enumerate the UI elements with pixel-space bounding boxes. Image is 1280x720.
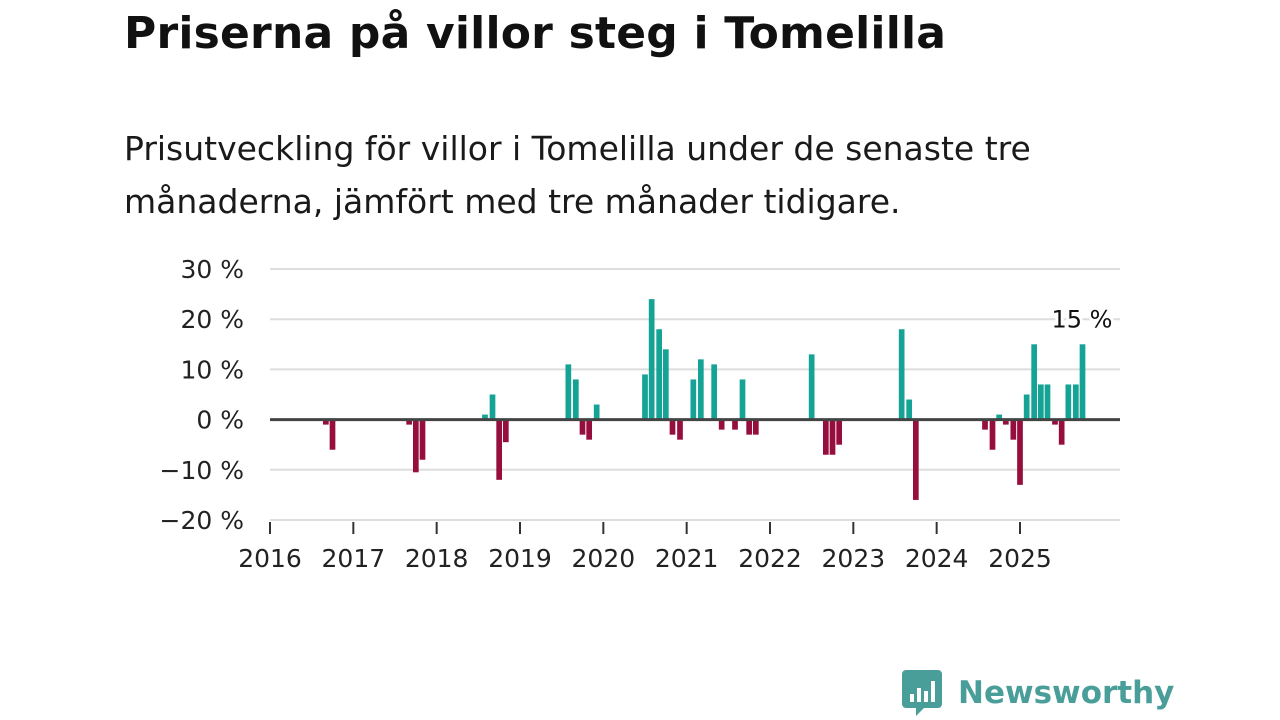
x-tick-label: 2017 bbox=[322, 544, 386, 573]
x-tick-label: 2021 bbox=[655, 544, 719, 573]
bar bbox=[752, 419, 759, 435]
bar bbox=[1010, 419, 1017, 440]
bar bbox=[489, 394, 496, 420]
x-tick-label: 2019 bbox=[488, 544, 552, 573]
y-tick-label: 0 % bbox=[196, 406, 244, 435]
bar bbox=[482, 414, 488, 420]
bar bbox=[808, 354, 815, 420]
bar bbox=[1017, 419, 1023, 485]
bar bbox=[829, 419, 836, 455]
bar bbox=[1058, 419, 1065, 445]
bar bbox=[322, 419, 329, 425]
bar bbox=[711, 364, 718, 420]
x-tick-label: 2016 bbox=[238, 544, 302, 573]
bar bbox=[662, 349, 669, 420]
bar bbox=[718, 419, 725, 430]
bar bbox=[677, 419, 683, 440]
y-axis: 30 % 20 % 10 % 0 % −10 % −20 % bbox=[160, 255, 244, 535]
gridlines bbox=[270, 268, 1120, 521]
x-tick-label: 2025 bbox=[988, 544, 1052, 573]
bar bbox=[1065, 384, 1072, 420]
bar bbox=[739, 379, 746, 420]
bar-chart: 30 %20 %10 %0 %−10 %−20 % 2016 2017 2018 20… bbox=[160, 255, 1120, 573]
bar bbox=[732, 419, 738, 430]
bar bbox=[996, 414, 1003, 420]
bar bbox=[697, 359, 704, 420]
bar bbox=[746, 419, 753, 435]
bar bbox=[579, 419, 586, 435]
bars bbox=[322, 299, 1086, 500]
bar bbox=[912, 419, 919, 500]
x-tick-label: 2022 bbox=[738, 544, 802, 573]
bar bbox=[1031, 344, 1038, 420]
bar bbox=[412, 419, 419, 473]
chart-subtitle: Prisutveckling för villor i Tomelilla un… bbox=[124, 129, 1031, 221]
newsworthy-logo-icon bbox=[902, 670, 942, 716]
bar bbox=[419, 419, 426, 460]
x-axis: 2016 2017 2018 2019 2020 2021 2022 2023 2024 2025 bbox=[238, 522, 1052, 573]
bar bbox=[982, 419, 988, 430]
bar bbox=[669, 419, 676, 435]
bar bbox=[586, 419, 593, 440]
bar bbox=[989, 419, 996, 450]
chart-title: Priserna på villor steg i Tomelilla bbox=[124, 8, 947, 59]
bar bbox=[1023, 394, 1030, 420]
bar bbox=[836, 419, 843, 445]
y-tick-label: 30 % bbox=[180, 255, 244, 284]
bar bbox=[656, 329, 663, 420]
bar bbox=[822, 419, 829, 455]
y-tick-label: 20 % bbox=[180, 305, 244, 334]
bar bbox=[1072, 384, 1079, 420]
bar bbox=[496, 419, 503, 480]
bar bbox=[593, 404, 600, 420]
bar bbox=[1052, 419, 1058, 425]
x-tick-label: 2020 bbox=[572, 544, 636, 573]
y-tick-label: −20 % bbox=[160, 506, 244, 535]
end-value-label: 15 % bbox=[1052, 305, 1113, 333]
bar bbox=[565, 364, 572, 420]
bar bbox=[1044, 384, 1051, 420]
y-tick-label: −10 % bbox=[160, 456, 244, 485]
bar bbox=[572, 379, 579, 420]
bar bbox=[648, 299, 655, 420]
bar bbox=[898, 329, 905, 420]
bar bbox=[690, 379, 697, 420]
bar bbox=[906, 399, 913, 420]
x-tick-label: 2024 bbox=[905, 544, 969, 573]
x-tick-label: 2018 bbox=[405, 544, 469, 573]
bar bbox=[502, 419, 509, 443]
bar bbox=[329, 419, 336, 450]
x-tick-label: 2023 bbox=[822, 544, 886, 573]
y-tick-label: 10 % bbox=[180, 355, 244, 384]
data-labels: 15 % bbox=[1049, 302, 1116, 336]
bar bbox=[1037, 384, 1044, 420]
brand-name: Newsworthy bbox=[958, 675, 1175, 711]
newsworthy-logo: Newsworthy bbox=[902, 670, 1174, 716]
bar bbox=[1002, 419, 1009, 425]
bar bbox=[642, 374, 648, 420]
bar bbox=[1079, 344, 1086, 420]
bar bbox=[406, 419, 413, 425]
